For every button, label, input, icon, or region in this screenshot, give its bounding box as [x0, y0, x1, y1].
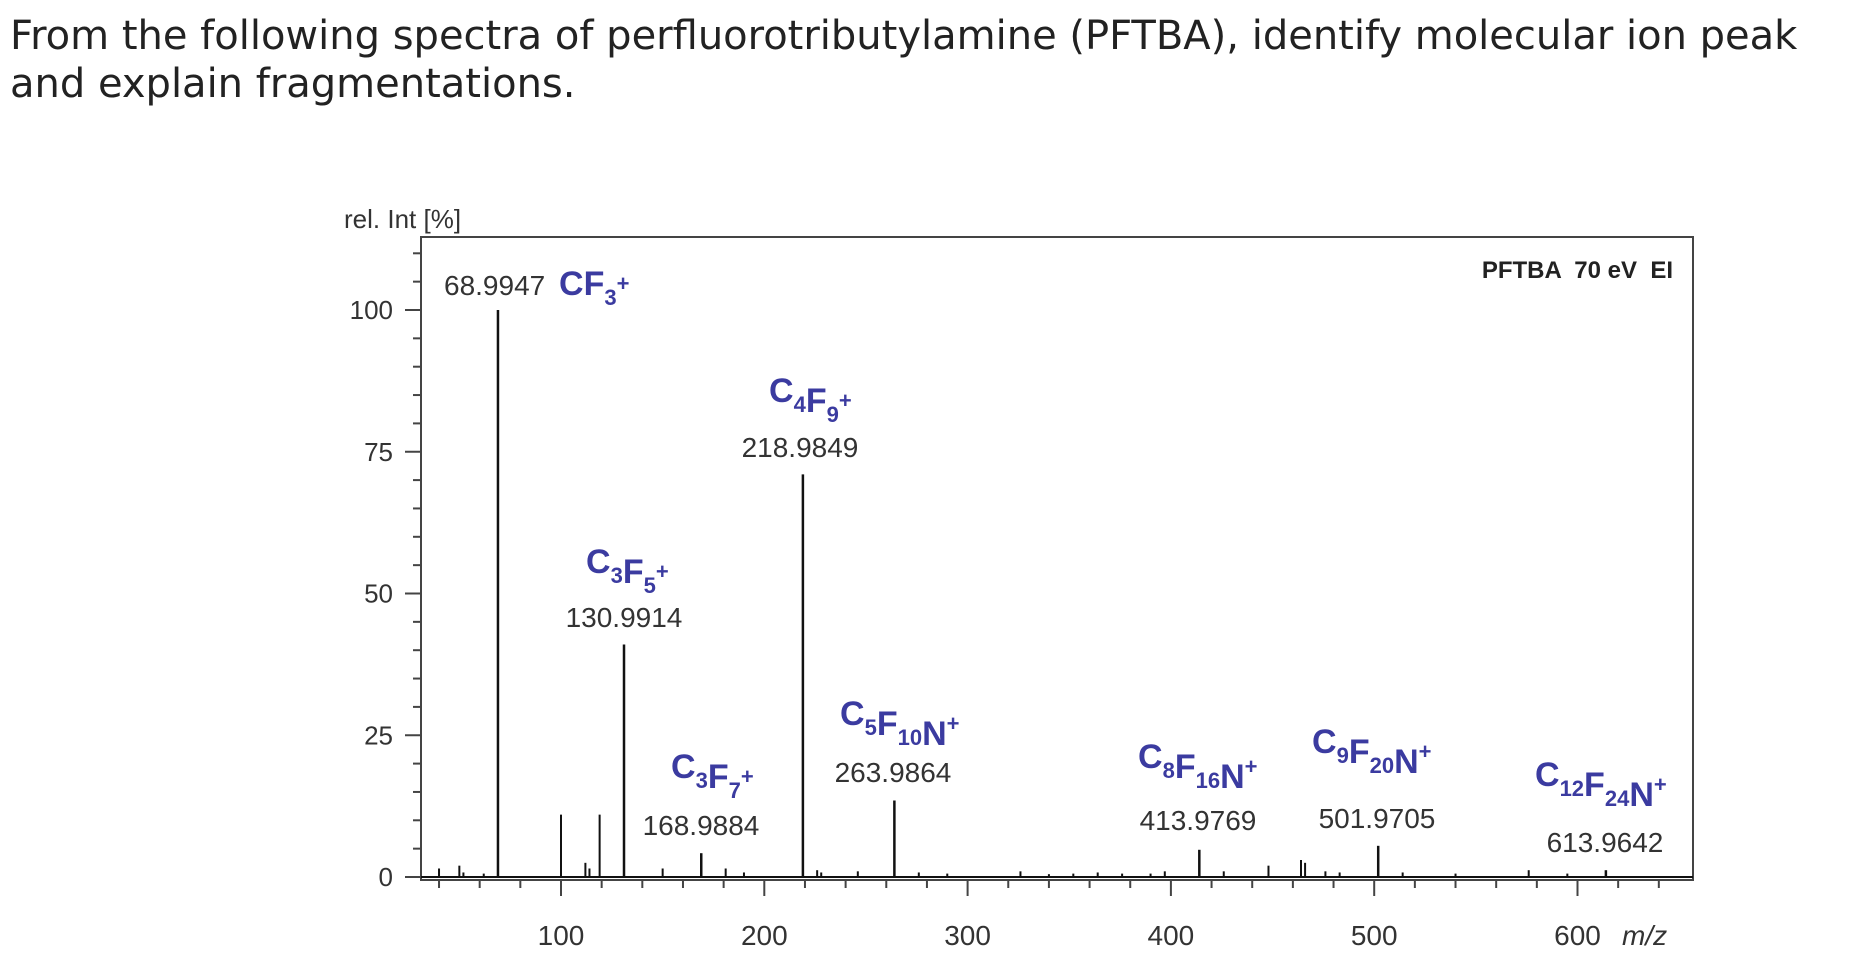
ion-formula: C9F20N+ — [1312, 723, 1432, 781]
x-axis-label: m/z — [1622, 920, 1667, 951]
ion-element: C — [840, 695, 865, 733]
x-tick-label: 500 — [1351, 920, 1398, 951]
x-tick-label: 100 — [538, 920, 585, 951]
ion-element: F — [877, 705, 898, 743]
spectrum-annotation: PFTBA 70 eV EI — [1482, 257, 1673, 284]
ion-charge: + — [656, 559, 669, 584]
ion-subscript: 3 — [611, 563, 623, 588]
y-tick-label: 75 — [364, 437, 393, 467]
question-text: From the following spectra of perfluorot… — [10, 13, 1798, 107]
ion-element: C — [769, 372, 794, 410]
ion-formula: C3F7+ — [671, 748, 754, 803]
y-tick-label: 0 — [379, 862, 393, 892]
ion-subscript: 5 — [865, 715, 877, 740]
ion-charge: + — [617, 271, 630, 296]
peak-mass-label: 68.9947 — [444, 270, 545, 301]
ion-formula: C8F16N+ — [1138, 738, 1258, 796]
ion-subscript: 10 — [898, 725, 922, 750]
peak-mass-label: 501.9705 — [1319, 803, 1436, 834]
x-tick-label: 600 — [1554, 920, 1601, 951]
ion-subscript: 24 — [1605, 786, 1630, 811]
ion-element: F — [806, 382, 827, 420]
peak-mass-label: 130.9914 — [566, 602, 683, 633]
peak-mass-label: 168.9884 — [643, 810, 760, 841]
ion-formula: C4F9+ — [769, 372, 852, 427]
ion-charge: + — [1654, 772, 1667, 797]
ion-subscript: 7 — [729, 778, 741, 803]
ion-element: N — [1394, 743, 1419, 781]
ion-element: C — [586, 543, 611, 581]
x-tick-label: 200 — [741, 920, 788, 951]
ion-subscript: 9 — [1337, 743, 1349, 768]
ion-element: N — [922, 715, 947, 753]
ion-element: F — [1349, 733, 1370, 771]
y-axis-label: rel. Int [%] — [344, 204, 461, 234]
x-tick-label: 300 — [944, 920, 991, 951]
y-tick-label: 50 — [364, 579, 393, 609]
y-tick-label: 25 — [364, 720, 393, 750]
ion-element: C — [1535, 756, 1560, 794]
ion-subscript: 8 — [1163, 758, 1175, 783]
ion-formula: C3F5+ — [586, 543, 669, 598]
ion-element: N — [1220, 758, 1245, 796]
ion-element: C — [1138, 738, 1163, 776]
ion-subscript: 4 — [794, 392, 807, 417]
ion-element: N — [1629, 776, 1654, 814]
ion-element: C — [559, 265, 584, 303]
peak-mass-label: 613.9642 — [1547, 827, 1664, 858]
ion-charge: + — [741, 764, 754, 789]
ion-formula: CF3+ — [559, 265, 629, 310]
ion-subscript: 5 — [644, 573, 656, 598]
ion-subscript: 20 — [1370, 753, 1394, 778]
ion-subscript: 16 — [1196, 768, 1220, 793]
ion-charge: + — [839, 388, 852, 413]
ion-element: F — [623, 553, 644, 591]
ion-charge: + — [1245, 754, 1258, 779]
ion-element: C — [671, 748, 696, 786]
ion-element: F — [584, 265, 605, 303]
x-tick-label: 400 — [1148, 920, 1195, 951]
peak-mass-label: 263.9864 — [835, 757, 952, 788]
ion-charge: + — [947, 711, 960, 736]
ion-subscript: 9 — [827, 402, 839, 427]
ion-formula: C12F24N+ — [1535, 756, 1667, 814]
ion-element: F — [1584, 766, 1605, 804]
ion-element: C — [1312, 723, 1337, 761]
ion-subscript: 3 — [696, 768, 708, 793]
ion-element: F — [1175, 748, 1196, 786]
ion-charge: + — [1419, 739, 1432, 764]
ion-subscript: 12 — [1560, 776, 1584, 801]
plot-frame — [420, 236, 1694, 881]
ion-formula: C5F10N+ — [840, 695, 960, 753]
ion-element: F — [708, 758, 729, 796]
y-tick-label: 100 — [350, 295, 393, 325]
peak-mass-label: 218.9849 — [742, 432, 859, 463]
peak-mass-label: 413.9769 — [1140, 805, 1257, 836]
ion-subscript: 3 — [604, 285, 616, 310]
